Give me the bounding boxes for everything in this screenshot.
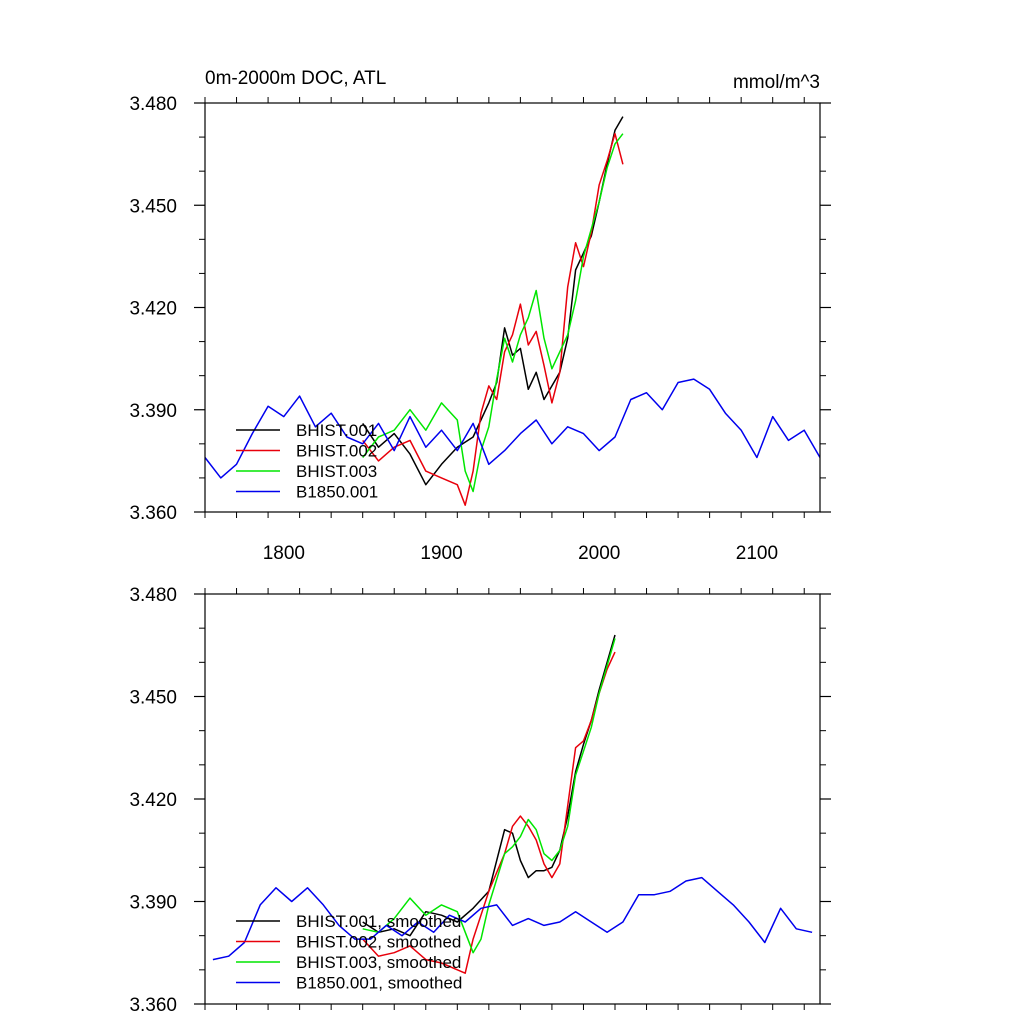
series-line-b1850-001 [205, 378, 820, 479]
series-line-b1850-001-smoothed [212, 876, 813, 961]
y-tick-label: 3.480 [129, 94, 177, 115]
top-panel: 3.360 3.390 3.420 3.450 3.480 1800 1900 2000 210… [129, 94, 831, 564]
series-line-bhist-002-smoothed [362, 651, 616, 974]
legend-label: BHIST.003, smoothed [296, 953, 461, 972]
units-label: mmol/m^3 [733, 72, 820, 93]
y-tick-label: 3.360 [129, 995, 177, 1016]
x-tick-label: 2000 [578, 543, 620, 564]
series-line-bhist-002 [362, 132, 624, 506]
legend-label: B1850.001, smoothed [296, 974, 462, 993]
legend-label: BHIST.002, smoothed [296, 933, 461, 952]
plot-title: 0m-2000m DOC, ATL [205, 68, 386, 89]
y-tick-label: 3.360 [129, 503, 177, 524]
legend-label: BHIST.001 [296, 421, 377, 440]
y-tick-label: 3.420 [129, 299, 177, 320]
legend-label: BHIST.003 [296, 462, 377, 481]
y-tick-label: 3.420 [129, 790, 177, 811]
series-line-bhist-003-smoothed [362, 638, 616, 954]
y-tick-label: 3.390 [129, 401, 177, 422]
y-tick-label: 3.390 [129, 893, 177, 914]
x-tick-label: 2100 [736, 543, 778, 564]
y-tick-label: 3.480 [129, 585, 177, 606]
legend-label: B1850.001 [296, 483, 378, 502]
x-tick-label: 1800 [263, 543, 305, 564]
x-tick-label: 1900 [420, 543, 462, 564]
bottom-panel: 3.360 3.390 3.420 3.450 3.480 BHIST.001, smoo… [129, 585, 831, 1016]
series-line-bhist-001-smoothed [362, 634, 616, 937]
legend-label: BHIST.002 [296, 442, 377, 461]
legend-label: BHIST.001, smoothed [296, 912, 461, 931]
series-line-bhist-003 [362, 133, 624, 493]
y-tick-label: 3.450 [129, 196, 177, 217]
y-tick-label: 3.450 [129, 688, 177, 709]
